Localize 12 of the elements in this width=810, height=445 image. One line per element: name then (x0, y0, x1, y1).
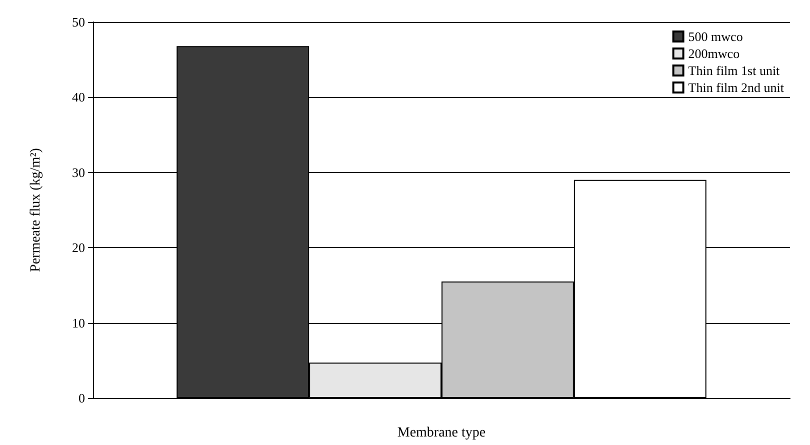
y-tick-label: 10 (72, 315, 85, 330)
x-axis-title: Membrane type (397, 426, 486, 440)
legend-label: 200mwco (688, 46, 740, 61)
legend-label: Thin film 2nd unit (688, 80, 784, 95)
y-tick-label: 0 (78, 390, 85, 406)
legend-label: 500 mwco (688, 29, 743, 44)
y-tick-label: 50 (72, 14, 85, 30)
y-axis-title: Permeate flux (kg/m²) (28, 148, 44, 272)
y-tick-label: 40 (72, 90, 85, 105)
legend-label: Thin film 1st unit (688, 63, 780, 78)
y-tick-label: 20 (72, 240, 85, 256)
y-tick-label: 30 (72, 164, 85, 180)
